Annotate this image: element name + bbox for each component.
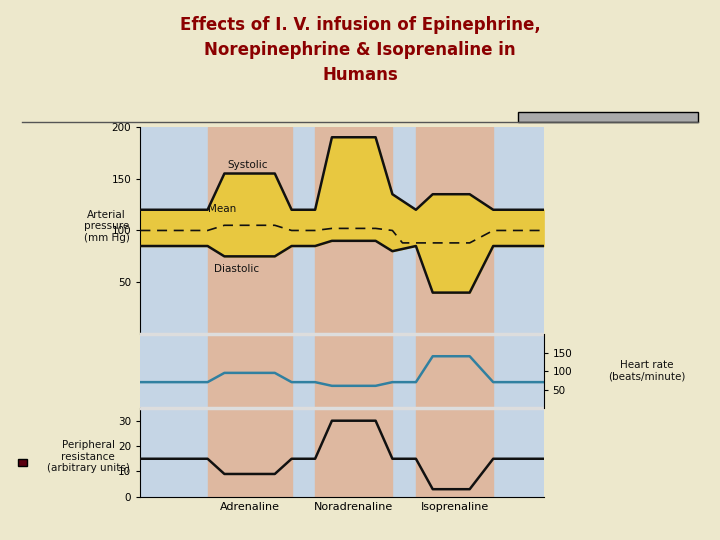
Text: Heart rate
(beats/minute): Heart rate (beats/minute) <box>608 360 685 382</box>
Text: Peripheral
resistance
(arbitrary units): Peripheral resistance (arbitrary units) <box>47 440 130 474</box>
Bar <box>416 408 493 497</box>
Bar <box>416 334 493 408</box>
Text: Arterial
pressure
(mm Hg): Arterial pressure (mm Hg) <box>84 210 130 243</box>
Text: Effects of I. V. infusion of Epinephrine,
Norepinephrine & Isoprenaline in
Human: Effects of I. V. infusion of Epinephrine… <box>179 16 541 84</box>
Bar <box>416 127 493 334</box>
Bar <box>315 334 392 408</box>
Text: Systolic: Systolic <box>228 160 269 170</box>
Bar <box>315 127 392 334</box>
Bar <box>207 127 292 334</box>
Bar <box>315 408 392 497</box>
Bar <box>207 408 292 497</box>
Text: Mean: Mean <box>207 204 236 214</box>
Bar <box>207 334 292 408</box>
Text: Diastolic: Diastolic <box>215 264 259 274</box>
